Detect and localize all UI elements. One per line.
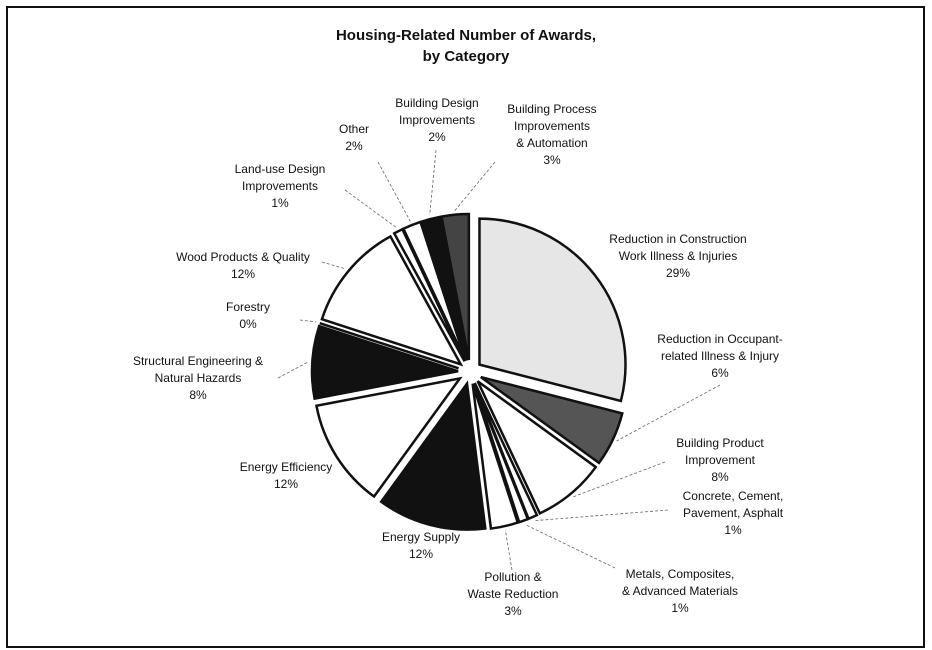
value-label: 8% [711, 470, 729, 484]
leader-line [429, 149, 437, 216]
pie-slice [320, 234, 464, 367]
chart-title: Housing-Related Number of Awards, by Cate… [336, 27, 596, 65]
pie-slice [471, 383, 520, 530]
value-label: 6% [711, 366, 729, 380]
leader-line [299, 319, 316, 323]
slice-label: Reduction in Construction Work Illness & … [609, 232, 746, 263]
pie-slice [472, 382, 530, 524]
pie-slice [379, 380, 487, 531]
value-label: 8% [189, 388, 207, 402]
pie-slice [314, 376, 463, 499]
leader-line [277, 361, 309, 379]
pie-slice [420, 215, 469, 361]
slice-label: Pollution & Waste Reduction [468, 570, 559, 601]
value-label: 3% [504, 604, 522, 618]
pie-slice [401, 220, 467, 362]
slice-label: Wood Products & Quality [176, 250, 310, 264]
value-label: 12% [231, 267, 255, 281]
slice-label: Building Process Improvements & Automation [507, 102, 596, 150]
leader-line [616, 384, 721, 442]
leader-line [377, 161, 411, 222]
value-label: 2% [428, 130, 446, 144]
slice-label: Reduction in Occupant-related Illness & … [657, 332, 782, 363]
slice-label: Energy Supply [382, 530, 460, 544]
value-label: 0% [239, 317, 257, 331]
leader-line [321, 261, 346, 270]
pie-slice [476, 380, 598, 516]
value-label: 1% [724, 523, 742, 537]
value-label: 3% [543, 153, 561, 167]
pie-slice [310, 324, 459, 401]
value-label: 1% [671, 601, 689, 615]
slice-label: Energy Efficiency [240, 460, 333, 474]
leader-line [524, 524, 616, 569]
slice-label: Building Product Improvement [676, 436, 764, 467]
value-label: 2% [345, 139, 363, 153]
slice-label: Metals, Composites, & Advanced Materials [622, 567, 738, 598]
value-label: 1% [271, 196, 289, 210]
leader-line [344, 189, 397, 228]
leader-line [534, 509, 669, 522]
pie-slice [478, 217, 627, 403]
pie-slice [440, 212, 471, 361]
value-label: 29% [666, 266, 690, 280]
leader-line [573, 461, 666, 498]
slice-label: Building Design Improvements [395, 96, 478, 127]
slice-label: Land-use Design Improvements [235, 162, 326, 193]
leader-line [504, 530, 513, 571]
slice-label: Structural Engineering & Natural Hazards [133, 354, 263, 385]
value-label: 12% [409, 547, 433, 561]
leader-line [454, 161, 496, 211]
frame [6, 6, 925, 648]
pie-slice [480, 375, 624, 465]
slice-label: Other [339, 122, 369, 136]
slice-label: Forestry [226, 300, 270, 314]
value-label: 12% [274, 477, 298, 491]
slice-label: Concrete, Cement, Pavement, Asphalt [683, 489, 784, 520]
